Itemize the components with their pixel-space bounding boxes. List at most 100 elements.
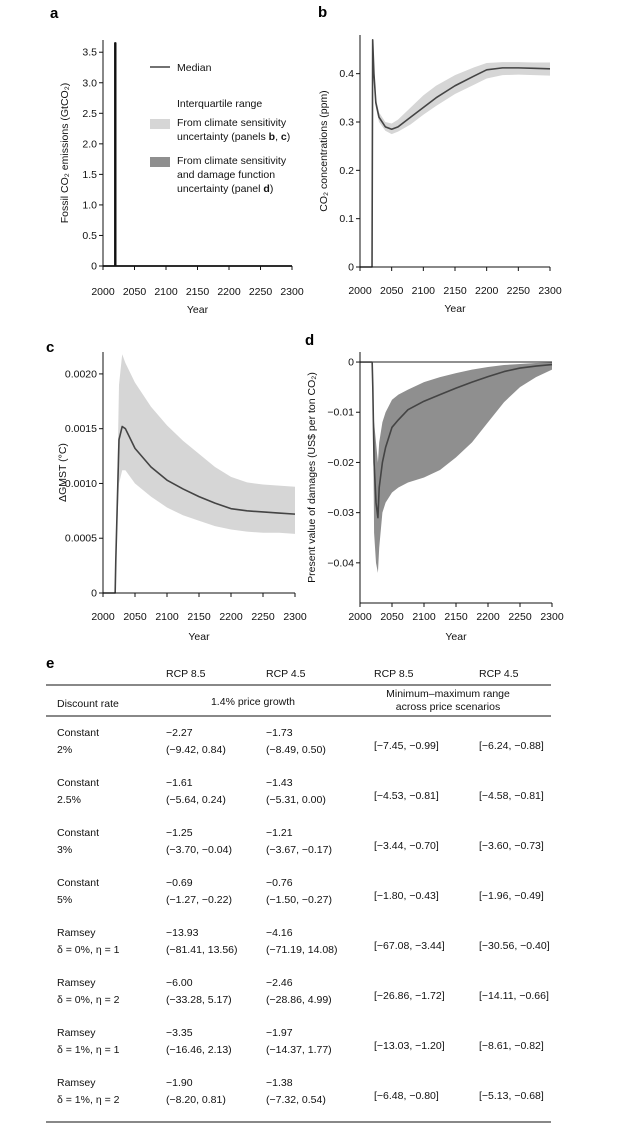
table-row-rate-type: Constant [57,827,99,839]
table-cell-rcp85-ci: (−8.20, 0.81) [166,1094,226,1106]
panel-b-xtick-label: 2250 [507,285,531,297]
panel-b-letter: b [318,4,327,21]
table-row-rate-value: δ = 1%, η = 2 [57,1094,120,1106]
table-cell-rcp45: −4.16 [266,927,293,939]
panel-c-iqr-band [103,354,295,593]
table-header-top: RCP 4.5 [479,668,519,680]
table-cell-rcp85: −1.25 [166,827,193,839]
table-row-rate-value: 2% [57,744,72,756]
panel-c-xtick-label: 2150 [187,611,211,623]
table-cell-rcp85-ci: (−5.64, 0.24) [166,794,226,806]
table-cell-rcp45: −1.73 [266,727,293,739]
panel-a-xtick-label: 2100 [154,286,178,298]
table-cell-rcp85: −3.35 [166,1027,193,1039]
panel-d-xtick-label: 2250 [508,611,532,623]
panel-b-xtick-label: 2000 [348,285,372,297]
panel-a-letter: a [50,5,59,22]
table-header-group2-line2: across price scenarios [396,701,500,713]
table-cell-rcp85: −2.27 [166,727,193,739]
table-cell-rcp45: −1.97 [266,1027,293,1039]
legend-light-swatch [150,119,170,129]
panel-d-xtick-label: 2200 [476,611,500,623]
legend-light-line2: uncertainty (panels b, c) [177,131,290,143]
panel-d-xlabel: Year [445,631,467,643]
panel-b-ytick-label: 0.1 [339,213,354,225]
table-cell-rcp85-ci: (−9.42, 0.84) [166,744,226,756]
panel-b-ytick-label: 0.4 [339,68,354,80]
panel-d-ylabel: Present value of damages (US$ per ton CO… [306,372,318,583]
panel-a-ytick-label: 1.0 [82,199,97,211]
panel-b-ytick-label: 0 [348,262,354,274]
panel-b-xtick-label: 2200 [475,285,499,297]
panel-b-median-line [360,39,551,268]
panel-d-ytick-label: −0.02 [327,457,354,469]
table-row-rate-type: Ramsey [57,927,96,939]
panel-d-letter: d [305,332,314,349]
panel-c-ytick-label: 0.0015 [65,423,97,435]
table-cell-range-rcp85: [−26.86, −1.72] [374,990,445,1002]
panel-c-ytick-label: 0.0005 [65,533,97,545]
panel-c-median-line [103,425,296,594]
table-cell-rcp45-ci: (−7.32, 0.54) [266,1094,326,1106]
table-header-group2-line1: Minimum–maximum range [386,688,510,700]
table-header-top: RCP 8.5 [166,668,206,680]
table-cell-rcp85-ci: (−33.28, 5.17) [166,994,232,1006]
panel-a-ytick-label: 3.0 [82,77,97,89]
table-cell-range-rcp45: [−5.13, −0.68] [479,1090,544,1102]
table-row-rate-type: Ramsey [57,1027,96,1039]
table-cell-range-rcp85: [−13.03, −1.20] [374,1040,445,1052]
table-row-rate-value: 5% [57,894,72,906]
table-cell-range-rcp45: [−1.96, −0.49] [479,890,544,902]
panel-c-xtick-label: 2250 [251,611,275,623]
table-header-discount-rate: Discount rate [57,698,119,710]
panel-b-xtick-label: 2300 [538,285,562,297]
panel-a-ytick-label: 3.5 [82,47,97,59]
panel-c-xtick-label: 2000 [91,611,115,623]
panel-c-xtick-label: 2100 [155,611,179,623]
panel-b-ytick-label: 0.2 [339,165,354,177]
table-cell-rcp45-ci: (−8.49, 0.50) [266,744,326,756]
panel-d-median-line [360,361,553,519]
table-cell-rcp85-ci: (−1.27, −0.22) [166,894,232,906]
panel-c-xtick-label: 2050 [123,611,147,623]
panel-d-ytick-label: −0.03 [327,507,354,519]
table-cell-range-rcp85: [−67.08, −3.44] [374,940,445,952]
table-row-rate-type: Constant [57,727,99,739]
table-cell-rcp85: −0.69 [166,877,193,889]
table-cell-rcp45-ci: (−1.50, −0.27) [266,894,332,906]
table-cell-range-rcp85: [−4.53, −0.81] [374,790,439,802]
table-cell-rcp45-ci: (−71.19, 14.08) [266,944,338,956]
table-row-rate-value: δ = 1%, η = 1 [57,1044,120,1056]
panel-a-ytick-label: 2.0 [82,138,97,150]
table-cell-rcp85-ci: (−16.46, 2.13) [166,1044,232,1056]
panel-c-ytick-label: 0.0020 [65,368,97,380]
panel-a-ytick-label: 0.5 [82,230,97,242]
table-row-rate-type: Ramsey [57,977,96,989]
table-cell-range-rcp85: [−1.80, −0.43] [374,890,439,902]
table-row-rate-value: δ = 0%, η = 1 [57,944,120,956]
panel-c-xtick-label: 2200 [219,611,243,623]
panel-a-ylabel: Fossil CO₂ emissions (GtCO₂) [59,83,71,224]
panel-a-ytick-label: 0 [91,261,97,273]
table-header-top: RCP 8.5 [374,668,414,680]
panel-b-ytick-label: 0.3 [339,117,354,129]
legend-iqr-title: Interquartile range [177,98,262,110]
panel-d-ytick-label: −0.04 [327,557,354,569]
table-cell-rcp85: −1.90 [166,1077,193,1089]
table-cell-range-rcp85: [−3.44, −0.70] [374,840,439,852]
panel-b-xtick-label: 2050 [380,285,404,297]
panel-d-xtick-label: 2150 [444,611,468,623]
panel-b-iqr-band [360,39,550,268]
panel-a-xtick-label: 2200 [217,286,241,298]
panel-d-damages: d 0 −0.01 −0.02 −0.03 −0.04 2000 2050 2100 2150 22… [305,332,564,643]
panel-d-xtick-label: 2050 [380,611,404,623]
panel-d-xtick-label: 2300 [540,611,564,623]
panel-b-xtick-label: 2100 [412,285,436,297]
legend-dark-line3: uncertainty (panel d) [177,183,273,195]
table-cell-rcp45-ci: (−5.31, 0.00) [266,794,326,806]
table-cell-rcp45: −1.38 [266,1077,293,1089]
panel-e-table: e RCP 8.5 RCP 4.5 RCP 8.5 RCP 4.5 Discount ra… [46,655,551,1123]
table-cell-range-rcp85: [−7.45, −0.99] [374,740,439,752]
table-cell-rcp45-ci: (−14.37, 1.77) [266,1044,332,1056]
